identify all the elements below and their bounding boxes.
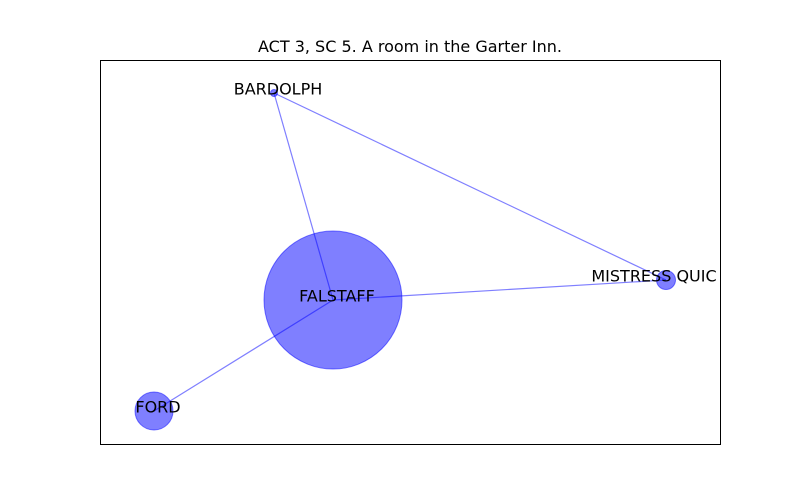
node-mistress-quickly	[656, 270, 676, 290]
chart-title: ACT 3, SC 5. A room in the Garter Inn.	[258, 37, 562, 56]
edge-bardolph-mistress-quickly	[273, 92, 667, 281]
node-label-mistress-quickly: MISTRESS QUIC	[591, 267, 716, 286]
node-bardolph	[270, 89, 278, 97]
node-ford	[134, 391, 174, 431]
node-label-falstaff: FALSTAFF	[299, 287, 375, 306]
node-label-ford: FORD	[135, 398, 180, 417]
edges-layer	[153, 92, 667, 412]
plot-frame	[100, 60, 721, 445]
labels-layer: BARDOLPH FALSTAFF MISTRESS QUIC FORD	[135, 80, 716, 417]
nodes-layer	[134, 89, 676, 431]
node-label-bardolph: BARDOLPH	[234, 80, 323, 99]
node-falstaff	[263, 230, 403, 370]
